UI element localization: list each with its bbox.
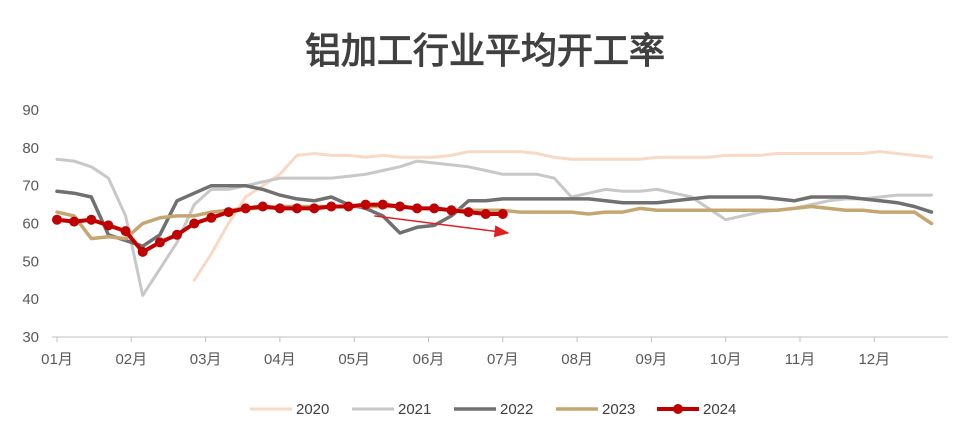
series-line-2022 [55, 183, 934, 248]
y-tick-label: 50 [22, 253, 39, 270]
series-point-2024 [69, 216, 80, 227]
series-point-2024 [446, 205, 457, 216]
legend-label-2020: 2020 [296, 401, 329, 418]
x-tick-label: 07月 [487, 351, 519, 368]
x-tick-label: 03月 [190, 351, 222, 368]
y-tick-label: 80 [22, 140, 39, 157]
series-line-2020 [192, 150, 933, 282]
trend-arrow [374, 215, 510, 238]
series-point-2024 [137, 246, 148, 257]
series-point-2024 [52, 214, 62, 225]
y-tick-label: 30 [22, 329, 39, 346]
x-tick-label: 10月 [710, 351, 742, 368]
y-tick-label: 90 [22, 102, 39, 119]
series-point-2024 [103, 220, 114, 231]
x-tick-label: 12月 [858, 351, 890, 368]
series-line-2023 [55, 204, 934, 241]
x-tick-label: 01月 [41, 351, 73, 368]
series-point-2024 [377, 199, 388, 210]
series-point-2024 [497, 209, 508, 219]
series-point-2024 [206, 212, 217, 223]
legend-label-2022: 2022 [500, 401, 533, 418]
series-point-2024 [292, 203, 302, 214]
legend-label-2024: 2024 [703, 401, 736, 418]
x-tick-label: 05月 [338, 351, 370, 368]
series-point-2024 [223, 207, 234, 218]
series-point-2024 [394, 201, 405, 212]
series-point-2024 [274, 203, 285, 214]
x-tick-label: 04月 [264, 351, 296, 368]
x-tick-label: 11月 [785, 351, 816, 368]
series-point-2024 [343, 201, 354, 212]
legend-marker-2024 [673, 404, 683, 414]
y-tick-label: 70 [22, 178, 39, 195]
x-tick-label: 06月 [413, 351, 445, 368]
x-tick-label: 02月 [115, 351, 147, 368]
series-point-2024 [240, 203, 251, 214]
series-point-2024 [309, 203, 320, 214]
y-tick-label: 40 [22, 291, 39, 308]
series-point-2024 [86, 214, 97, 225]
series-point-2024 [120, 226, 131, 237]
x-tick-label: 09月 [636, 351, 668, 368]
series-point-2024 [189, 218, 200, 229]
x-tick-label: 08月 [561, 351, 593, 368]
series-point-2024 [429, 203, 440, 214]
legend-label-2021: 2021 [398, 401, 431, 418]
legend-label-2023: 2023 [602, 401, 635, 418]
series-point-2024 [480, 209, 491, 219]
series-point-2024 [360, 199, 371, 210]
series-point-2024 [463, 207, 474, 218]
chart-title: 铝加工行业平均开工率 [304, 31, 665, 72]
series-point-2024 [412, 203, 423, 214]
series-point-2024 [172, 229, 182, 240]
series-point-2024 [326, 201, 337, 212]
y-tick-label: 60 [22, 216, 39, 233]
series-point-2024 [257, 201, 268, 212]
series-point-2024 [154, 237, 165, 248]
